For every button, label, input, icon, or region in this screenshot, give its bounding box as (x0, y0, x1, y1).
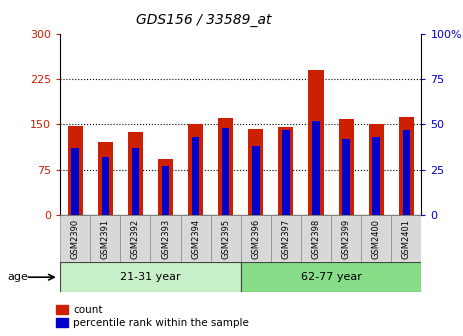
Bar (338, 120, 354, 215)
Bar (120, 215, 150, 262)
Bar (162, 166, 169, 215)
Bar (60, 215, 90, 262)
Text: GSM2394: GSM2394 (191, 218, 200, 259)
Text: age: age (7, 272, 28, 282)
Bar (399, 117, 414, 215)
Text: GDS156 / 33589_at: GDS156 / 33589_at (136, 13, 271, 28)
Text: GSM2398: GSM2398 (312, 218, 320, 259)
Bar (248, 129, 263, 215)
Bar (218, 118, 233, 215)
Bar (60, 262, 241, 292)
Bar (131, 148, 139, 215)
Bar (331, 215, 361, 262)
Bar (278, 127, 294, 215)
Bar (211, 215, 241, 262)
Bar (98, 142, 113, 215)
Bar (312, 121, 320, 215)
Bar (402, 130, 410, 215)
Bar (71, 148, 79, 215)
Legend: count, percentile rank within the sample: count, percentile rank within the sample (51, 301, 253, 332)
Text: GSM2397: GSM2397 (282, 218, 290, 259)
Bar (361, 215, 391, 262)
Text: GSM2396: GSM2396 (251, 218, 260, 259)
Bar (369, 124, 384, 215)
Text: GSM2395: GSM2395 (221, 218, 230, 259)
Text: GSM2400: GSM2400 (372, 218, 381, 259)
Bar (271, 215, 301, 262)
Bar (301, 215, 331, 262)
Bar (68, 126, 83, 215)
Text: GSM2401: GSM2401 (402, 218, 411, 259)
Bar (282, 130, 290, 215)
Bar (188, 124, 203, 215)
Text: GSM2390: GSM2390 (71, 218, 80, 259)
Bar (150, 215, 181, 262)
Bar (101, 157, 109, 215)
Bar (342, 139, 350, 215)
Bar (158, 159, 173, 215)
Bar (192, 137, 200, 215)
Bar (90, 215, 120, 262)
Bar (372, 137, 380, 215)
Text: GSM2399: GSM2399 (342, 218, 350, 259)
Text: 62-77 year: 62-77 year (300, 272, 362, 282)
Bar (308, 70, 324, 215)
Bar (241, 215, 271, 262)
Bar (128, 132, 143, 215)
Text: GSM2393: GSM2393 (161, 218, 170, 259)
Bar (241, 262, 421, 292)
Bar (391, 215, 421, 262)
Text: GSM2392: GSM2392 (131, 218, 140, 259)
Bar (222, 128, 230, 215)
Bar (181, 215, 211, 262)
Text: 21-31 year: 21-31 year (120, 272, 181, 282)
Text: GSM2391: GSM2391 (101, 218, 110, 259)
Bar (252, 146, 260, 215)
